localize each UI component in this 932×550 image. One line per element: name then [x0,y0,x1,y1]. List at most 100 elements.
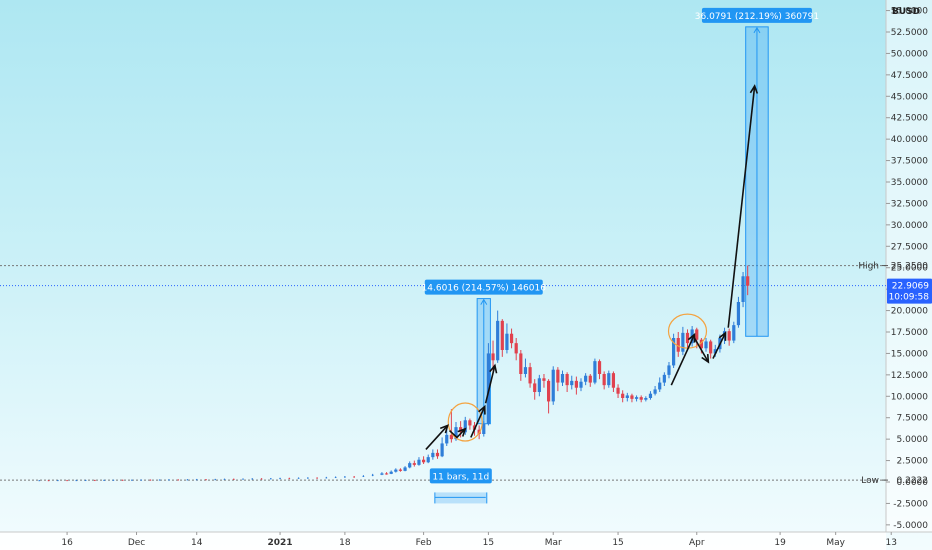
candle-body [260,478,263,480]
y-tick-label: -2.5000 [893,499,928,509]
candle-body [514,343,518,354]
candle-body [279,478,281,480]
candle-body [644,398,648,400]
candle-body [445,434,449,444]
candle-body [537,378,541,392]
x-tick-label: 13 [885,538,896,548]
candle-body [519,353,523,374]
arrow-2 [448,428,466,439]
candle-body [195,479,198,481]
y-tick-label: 7.5000 [897,414,929,424]
low-tag: Low 0.2222 [861,476,928,486]
candle-body [371,474,374,476]
y-tick-label: -5.0000 [893,521,928,531]
candle-body [500,320,504,350]
candle-body [75,480,78,482]
last-price-badge [887,278,932,304]
candle-body [709,341,713,354]
candle-body [149,479,152,481]
candle-body [47,480,50,482]
y-tick-label: 2.5000 [897,457,929,467]
candle-body [528,367,532,384]
candle-body [653,389,657,394]
candle-body [297,477,300,479]
low-value: 0.2222 [897,476,929,486]
candle-body [334,477,337,479]
candle-body [533,383,537,392]
candle-body [389,471,393,474]
measure-tools[interactable]: 14.6016 (214.57%) 146016 36.0791 (212.19%… [422,7,820,504]
candle-body [616,387,620,394]
candle-body [177,479,179,481]
candle-body [556,369,560,383]
candle-body [463,420,467,433]
arrow-3 [470,406,486,438]
candle-body [412,463,416,465]
measure_1-label-box [424,279,543,295]
candle-body [417,459,421,465]
x-tick-label: 19 [774,538,786,548]
measure_2-label: 36.0791 (212.19%) 360791 [695,12,819,22]
last-price-value: 22.9069 [892,282,929,292]
candle-body [602,374,606,386]
candle-body [727,331,731,341]
y-tick-label: 12.5000 [891,371,928,381]
candle-body [505,333,509,350]
x-axis: 16 Dec 14 2021 18 Feb 15 Mar 15 Apr 19 May 13 [61,532,897,548]
y-tick-label: 52.5000 [891,28,928,38]
candle-body [621,393,625,398]
arrow-3-head [478,404,486,415]
candle-body [625,395,629,398]
candle-body [449,434,453,440]
x-tick-label: 15 [483,538,494,548]
candle-body [205,479,207,481]
candle-body [579,381,583,388]
candle-body [584,375,588,382]
last-price-tag: 22.9069 10:09:58 [887,278,932,304]
x-tick-label: Feb [416,538,432,548]
candle-body [746,276,750,286]
arrow-6 [693,337,710,363]
candle-body [38,480,41,482]
candle-body [662,374,666,383]
candle-body [672,338,676,366]
candle-body [103,479,105,481]
candle-body [695,329,699,340]
arrow-7 [712,332,727,359]
candle-body [362,476,365,477]
candle-body [509,333,514,344]
arrow-6-head [701,353,710,364]
candle-body [232,478,235,480]
candle-body [491,353,495,361]
low-label: Low [861,476,879,486]
candle-body [454,427,458,440]
arrow-5 [670,334,696,386]
high-label: High [858,262,879,272]
high-tag: High 25.2500 [858,262,928,272]
y-tick-label: 37.5000 [891,157,928,167]
candle-body [736,302,741,326]
candle-body [639,397,643,400]
annotations [425,84,759,450]
time-axis-panel[interactable] [0,532,886,550]
candle-body [681,332,685,352]
candle-body [570,380,574,386]
y-tick-label: 17.5000 [891,328,928,338]
candle-body [140,479,142,481]
candle-body [597,361,602,374]
candle-body [223,478,226,480]
candle-body [121,479,124,481]
highlight-ellipse-1 [447,402,483,442]
price-axis-panel[interactable] [886,0,932,532]
candle-body [394,469,398,472]
candle-body [408,463,412,468]
candle-body [593,361,597,383]
x-tick-label: Mar [545,538,562,548]
candle-body [547,380,551,402]
y-tick-label: 45.0000 [891,92,928,102]
candle-body [398,469,403,471]
arrow-7-head [718,331,727,341]
candle-body [523,367,528,374]
candle-body [214,479,217,481]
